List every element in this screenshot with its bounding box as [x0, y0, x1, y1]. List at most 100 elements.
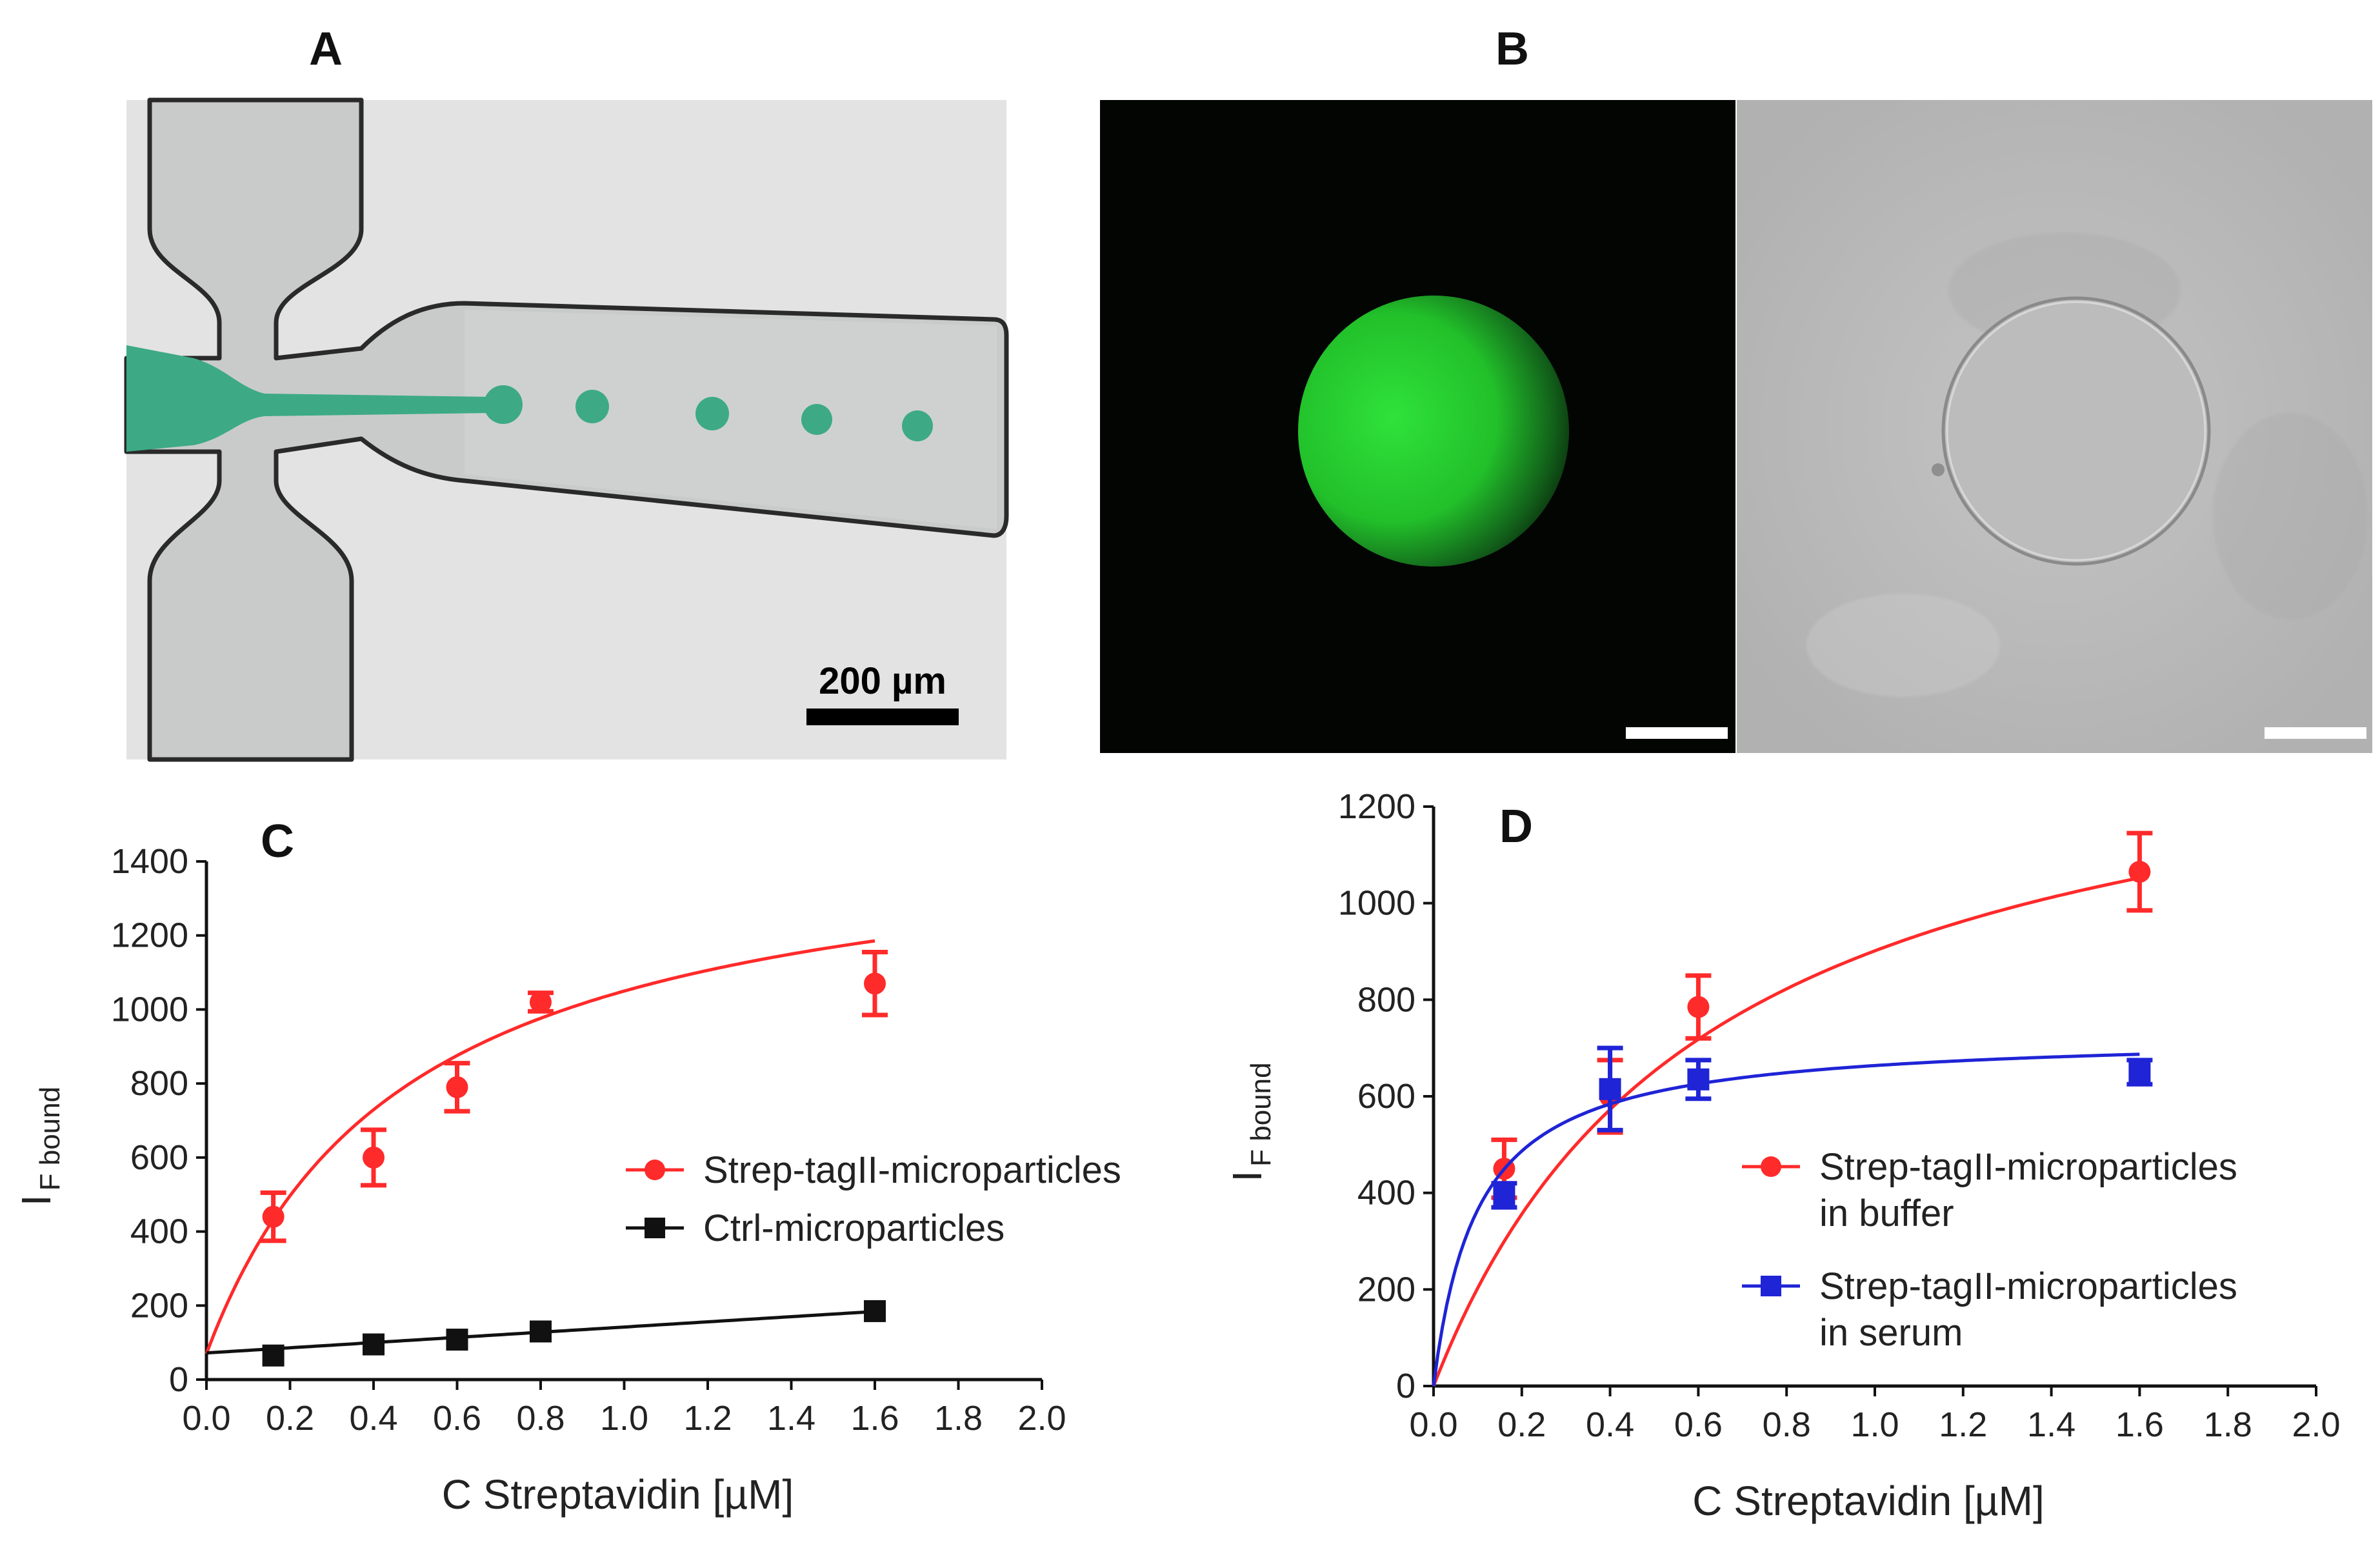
- y-tick-label: 400: [1357, 1174, 1415, 1212]
- legend-label: Strep-tagII-microparticles: [703, 1149, 1121, 1191]
- legend: Strep-tagII-microparticles Ctrl-micropart…: [626, 1149, 1121, 1249]
- x-tick-label: 1.8: [2204, 1405, 2252, 1444]
- y-tick-label: 600: [130, 1138, 188, 1177]
- chart-c: 0.0 0.2 0.4 0.6 0.8 1.0 1.2 1.4 1.6 1.8 2.0 0 200 400…: [13, 842, 1121, 1518]
- x-tick-label: 1.0: [600, 1399, 648, 1438]
- panel-d-letter: D: [1499, 801, 1533, 852]
- panel-a-letter: A: [309, 23, 343, 75]
- legend-label: in buffer: [1819, 1192, 1954, 1234]
- x-tick-label: 1.6: [2115, 1405, 2164, 1444]
- chart-d: 0.0 0.2 0.4 0.6 0.8 1.0 1.2 1.4 1.6 1.8 2.0 0 200 400…: [1224, 787, 2341, 1524]
- legend-label: in serum: [1819, 1312, 1963, 1354]
- x-tick-label: 0.0: [182, 1399, 230, 1438]
- data-point: [864, 972, 886, 995]
- x-tick-label: 1.2: [683, 1399, 732, 1438]
- data-point: [363, 1333, 385, 1356]
- y-tick-label: 600: [1357, 1077, 1415, 1116]
- data-point: [530, 1320, 552, 1343]
- series: [205, 939, 888, 1354]
- legend-marker: [645, 1160, 665, 1180]
- y-tick-label: 800: [130, 1064, 188, 1103]
- droplet: [575, 390, 609, 423]
- y-tick-label: 1400: [111, 842, 188, 881]
- data-point: [446, 1076, 468, 1098]
- y-tick-label: 200: [1357, 1270, 1415, 1309]
- data-point: [2128, 1061, 2151, 1083]
- x-tick-label: 0.0: [1409, 1405, 1457, 1444]
- panel-c-letter: C: [261, 816, 294, 867]
- y-axis-label-subscript: F bound: [1245, 1062, 1277, 1166]
- y-axis-label-main: I: [1224, 1171, 1270, 1182]
- x-axis-label: C Streptavidin [µM]: [442, 1471, 794, 1518]
- x-tick-label: 0.6: [1674, 1405, 1723, 1444]
- scale-bar-brightfield: [2265, 727, 2366, 739]
- scale-bar-fluorescence: [1626, 727, 1728, 739]
- x-tick-label: 1.2: [1939, 1405, 1987, 1444]
- x-axis-label: C Streptavidin [µM]: [1692, 1478, 2045, 1524]
- y-tick-label: 1200: [111, 916, 188, 955]
- x-tick-label: 0.4: [1586, 1405, 1634, 1444]
- x-tick-label: 1.4: [767, 1399, 815, 1438]
- data-point: [446, 1329, 468, 1351]
- legend-label: Ctrl-microparticles: [703, 1207, 1005, 1249]
- y-tick-label: 800: [1357, 980, 1415, 1019]
- data-point: [2128, 861, 2151, 883]
- y-axis-label-main: I: [13, 1194, 59, 1206]
- fit-curve: [205, 939, 875, 1354]
- data-point: [1599, 1078, 1621, 1100]
- x-tick-label: 1.6: [850, 1399, 899, 1438]
- panel-d: D 0.0 0.2 0.4 0.6 0.8 1.0 1.2 1.4 1.6 1.8 2.0 0 200 4…: [1224, 787, 2341, 1524]
- panel-b-letter: B: [1495, 23, 1529, 75]
- data-point: [262, 1205, 285, 1228]
- y-axis-label-subscript: F bound: [34, 1087, 66, 1191]
- droplet: [801, 404, 832, 435]
- y-tick-label: 400: [130, 1212, 188, 1251]
- x-tick-label: 1.4: [2027, 1405, 2075, 1444]
- dispersed-phase-stream: [126, 345, 490, 452]
- droplet: [695, 397, 729, 430]
- droplet: [902, 410, 933, 441]
- data-point: [530, 990, 552, 1013]
- legend-label: Strep-tagII-microparticles: [1819, 1265, 2237, 1307]
- series: [1432, 1045, 2153, 1387]
- y-axis-label: I F bound: [13, 1087, 66, 1206]
- panel-b: B: [1100, 23, 2372, 753]
- x-tick-label: 0.8: [516, 1399, 565, 1438]
- y-tick-label: 1000: [111, 990, 188, 1029]
- legend-label: Strep-tagII-microparticles: [1819, 1146, 2237, 1188]
- x-tick-label: 0.8: [1763, 1405, 1811, 1444]
- data-point: [363, 1146, 385, 1169]
- y-tick-label: 0: [1396, 1367, 1415, 1405]
- data-point: [1687, 1068, 1710, 1091]
- legend-marker: [645, 1218, 665, 1238]
- scale-bar: [806, 709, 959, 725]
- fit-curve: [1432, 1052, 2140, 1387]
- fluorescent-microparticle: [1298, 296, 1569, 567]
- y-axis-label: I F bound: [1224, 1062, 1277, 1181]
- data-point: [864, 1300, 886, 1322]
- x-tick-label: 0.2: [266, 1399, 314, 1438]
- panel-a: A 200 µm: [124, 23, 1009, 762]
- x-tick-label: 0.2: [1497, 1405, 1546, 1444]
- data-point: [262, 1344, 285, 1367]
- droplet: [484, 385, 523, 424]
- y-tick-label: 200: [130, 1286, 188, 1325]
- data-point: [1687, 996, 1710, 1018]
- panel-c: C 0.0 0.2 0.4 0.6 0.8 1.0 1.2 1.4 1.6 1.8 2.0 0 200 4…: [13, 816, 1121, 1518]
- legend-marker: [1761, 1156, 1781, 1177]
- x-tick-label: 1.8: [934, 1399, 983, 1438]
- y-tick-label: 0: [169, 1360, 188, 1399]
- x-tick-label: 0.6: [433, 1399, 481, 1438]
- fit-curve: [1432, 876, 2140, 1387]
- x-tick-label: 2.0: [1017, 1399, 1066, 1438]
- brightfield-microparticle: [1941, 296, 2211, 566]
- x-tick-label: 1.0: [1850, 1405, 1899, 1444]
- x-tick-label: 2.0: [2292, 1405, 2340, 1444]
- scale-bar-label: 200 µm: [819, 660, 946, 702]
- series: [206, 1300, 886, 1367]
- y-tick-label: 1000: [1338, 884, 1415, 923]
- data-point: [1493, 1184, 1515, 1207]
- x-tick-label: 0.4: [349, 1399, 397, 1438]
